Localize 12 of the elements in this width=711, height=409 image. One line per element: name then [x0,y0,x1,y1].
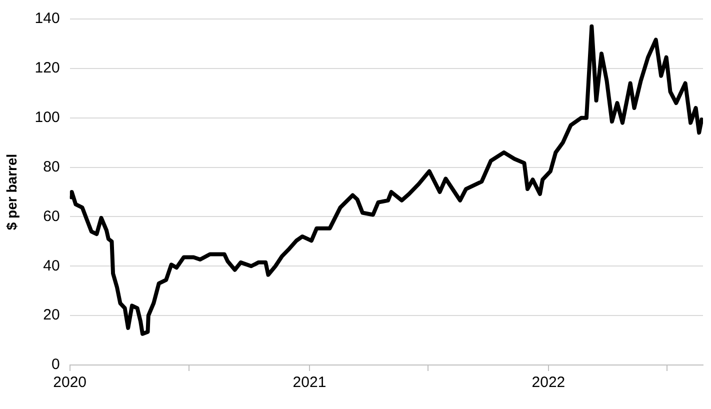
x-tick-label: 2022 [532,374,566,392]
y-tick-label: 140 [34,10,60,28]
x-tick-label: 2020 [53,374,87,392]
y-tick-label: 60 [43,208,60,225]
x-tick-label: 2021 [292,374,326,392]
y-tick-label: 80 [43,158,60,176]
y-tick-label: 100 [34,109,60,126]
y-tick-label: 0 [51,356,60,374]
y-tick-label: 20 [43,306,60,324]
y-axis-title: $ per barrel [3,154,20,230]
y-tick-label: 120 [34,60,60,77]
y-tick-label: 40 [43,257,60,274]
